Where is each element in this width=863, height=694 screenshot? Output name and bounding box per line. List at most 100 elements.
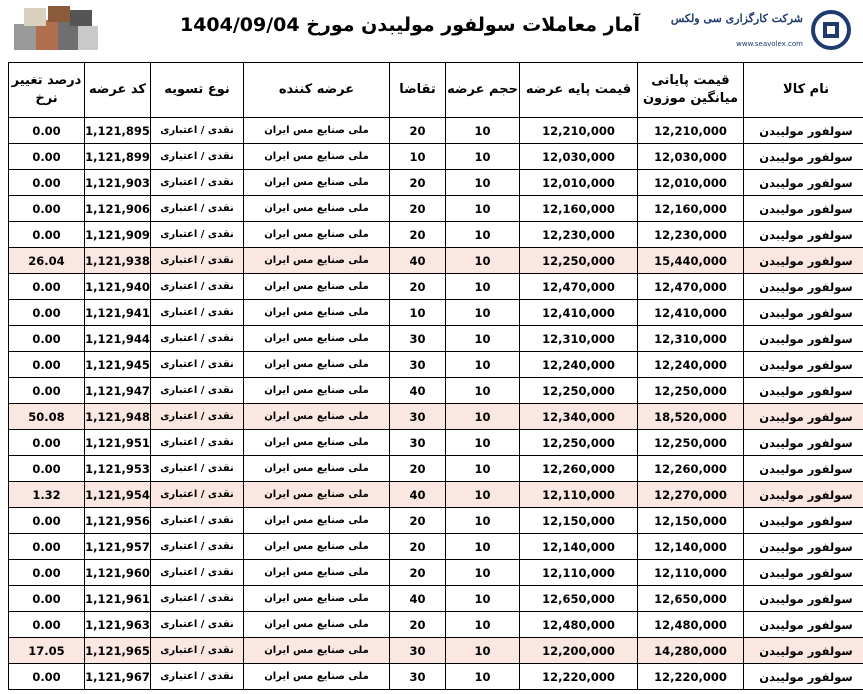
table-cell: 30 [389,403,446,430]
table-cell: ملی صنایع مس ایران [243,143,390,170]
table-cell: 10 [445,143,520,170]
table-cell: نقدی / اعتباری [150,325,244,352]
table-cell: 15,440,000 [637,247,744,274]
table-row: سولفور مولیبدن 12,270,000 12,110,000 10 40 مل… [8,481,863,508]
table-cell: 0.00 [8,195,85,222]
table-row: سولفور مولیبدن 12,410,000 12,410,000 10 10 مل… [8,299,863,326]
table-cell: 10 [445,221,520,248]
table-cell: 10 [445,299,520,326]
logo-mark [811,10,851,50]
table-cell: 12,150,000 [519,507,638,534]
trades-table: نام کالا قیمت پایانی میانگین موزون قیمت پا… [8,62,863,690]
table-cell: 1,121,948 [84,403,151,430]
metal-cubes-image [14,6,98,50]
table-cell: 20 [389,195,446,222]
title: آمار معاملات سولفور مولیبدن مورخ 1404/09… [179,14,641,36]
table-cell: سولفور مولیبدن [743,377,863,404]
table-row: سولفور مولیبدن 12,470,000 12,470,000 10 20 مل… [8,273,863,300]
table-row: سولفور مولیبدن 12,260,000 12,260,000 10 20 مل… [8,455,863,482]
table-cell: 1,121,965 [84,637,151,664]
table-cell: 12,140,000 [637,533,744,560]
table-cell: 10 [445,559,520,586]
table-cell: 0.00 [8,117,85,144]
table-cell: سولفور مولیبدن [743,507,863,534]
table-cell: 0.00 [8,169,85,196]
table-cell: ملی صنایع مس ایران [243,299,390,326]
table-cell: 20 [389,533,446,560]
table-cell: 10 [445,637,520,664]
table-cell: 12,210,000 [637,117,744,144]
table-cell: ملی صنایع مس ایران [243,351,390,378]
table-cell: 10 [445,351,520,378]
table-cell: 0.00 [8,533,85,560]
table-cell: نقدی / اعتباری [150,429,244,456]
table-cell: 1,121,960 [84,559,151,586]
table-cell: 1,121,906 [84,195,151,222]
table-cell: نقدی / اعتباری [150,143,244,170]
table-cell: 10 [445,507,520,534]
table-cell: 40 [389,585,446,612]
table-cell: سولفور مولیبدن [743,533,863,560]
table-cell: 12,470,000 [519,273,638,300]
table-cell: 12,220,000 [519,663,638,690]
table-cell: 0.00 [8,507,85,534]
table-cell: 10 [445,169,520,196]
column-header: درصد تغییر نرخ [8,62,85,118]
column-header: حجم عرضه [445,62,520,118]
table-cell: 12,200,000 [519,637,638,664]
table-cell: سولفور مولیبدن [743,117,863,144]
table-cell: 12,010,000 [519,169,638,196]
table-cell: نقدی / اعتباری [150,299,244,326]
table-cell: سولفور مولیبدن [743,325,863,352]
table-cell: 1,121,940 [84,273,151,300]
table-row: سولفور مولیبدن 12,250,000 12,250,000 10 40 مل… [8,377,863,404]
table-cell: نقدی / اعتباری [150,455,244,482]
table-cell: نقدی / اعتباری [150,559,244,586]
table-row: سولفور مولیبدن 12,220,000 12,220,000 10 30 مل… [8,663,863,690]
table-cell: 26.04 [8,247,85,274]
table-cell: ملی صنایع مس ایران [243,195,390,222]
table-cell: 10 [445,585,520,612]
logo-name: شرکت کارگزاری سی ولکس [670,12,803,25]
table-cell: 20 [389,611,446,638]
table-cell: 12,150,000 [637,507,744,534]
table-cell: 10 [445,481,520,508]
table-cell: 1,121,951 [84,429,151,456]
table-cell: 0.00 [8,351,85,378]
table-cell: سولفور مولیبدن [743,481,863,508]
table-cell: 1,121,909 [84,221,151,248]
table-cell: سولفور مولیبدن [743,637,863,664]
table-cell: 10 [445,533,520,560]
table-cell: سولفور مولیبدن [743,559,863,586]
table-cell: ملی صنایع مس ایران [243,325,390,352]
table-cell: 10 [445,403,520,430]
table-cell: ملی صنایع مس ایران [243,637,390,664]
table-cell: 1,121,947 [84,377,151,404]
table-cell: 12,410,000 [637,299,744,326]
table-cell: 1,121,903 [84,169,151,196]
table-cell: 10 [445,377,520,404]
table-cell: 0.00 [8,663,85,690]
table-cell: سولفور مولیبدن [743,663,863,690]
table-cell: ملی صنایع مس ایران [243,117,390,144]
table-cell: 18,520,000 [637,403,744,430]
table-cell: نقدی / اعتباری [150,637,244,664]
table-cell: 1,121,957 [84,533,151,560]
table-cell: 12,110,000 [637,559,744,586]
table-cell: نقدی / اعتباری [150,611,244,638]
table-cell: نقدی / اعتباری [150,585,244,612]
table-cell: ملی صنایع مس ایران [243,273,390,300]
table-cell: 12,030,000 [637,143,744,170]
table-cell: 30 [389,637,446,664]
table-cell: 30 [389,351,446,378]
table-cell: 10 [389,143,446,170]
table-cell: سولفور مولیبدن [743,429,863,456]
table-row: سولفور مولیبدن 12,010,000 12,010,000 10 20 مل… [8,169,863,196]
table-cell: 0.00 [8,143,85,170]
table-cell: نقدی / اعتباری [150,663,244,690]
column-header: کد عرضه [84,62,151,118]
table-row: سولفور مولیبدن 12,230,000 12,230,000 10 20 مل… [8,221,863,248]
table-cell: ملی صنایع مس ایران [243,403,390,430]
table-cell: 12,480,000 [519,611,638,638]
